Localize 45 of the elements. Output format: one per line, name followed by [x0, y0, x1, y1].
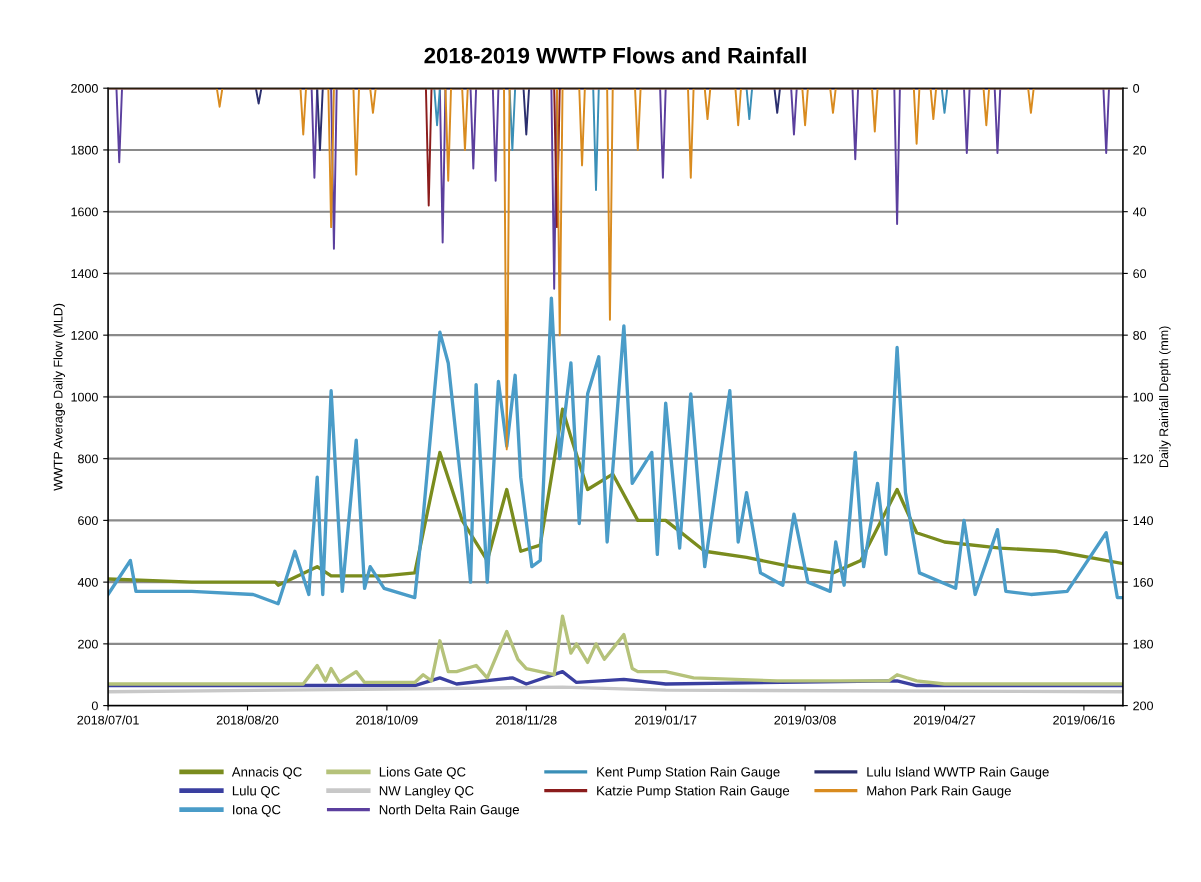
legend-label: Lulu Island WWTP Rain Gauge [867, 766, 1049, 780]
legend-label: Lions Gate QC [379, 766, 466, 779]
y-tick-label: 0 [91, 701, 98, 711]
y2-tick-label: 200 [1133, 701, 1154, 711]
legend-label: Iona QC [233, 805, 281, 817]
y-tick-label: 1200 [71, 330, 98, 340]
y2-tick-label: 0 [1133, 84, 1140, 93]
y-tick-label: 200 [78, 639, 98, 649]
x-tick-label: 2018/11/28 [496, 715, 557, 725]
y-tick-label: 2000 [71, 84, 98, 93]
legend-label: Mahon Park Rain Gauge [867, 785, 1011, 799]
y2-tick-label: 140 [1133, 516, 1154, 526]
y2-tick-label: 40 [1132, 207, 1147, 217]
chart-title: 2018-2019 WWTP Flows and Rainfall [424, 47, 806, 64]
legend-label: Katzie Pump Station Rain Gauge [597, 785, 790, 799]
x-tick-label: 2019/01/17 [635, 715, 697, 725]
legend-label: NW Langley QC [379, 785, 474, 799]
y-tick-label: 1400 [71, 269, 98, 279]
y-tick-label: 1800 [71, 145, 98, 155]
y-tick-label: 800 [78, 454, 98, 464]
x-tick-label: 2018/07/01 [77, 715, 139, 725]
legend-label: Kent Pump Station Rain Gauge [597, 766, 780, 780]
y-tick-label: 600 [78, 516, 98, 526]
legend-label: North Delta Rain Gauge [379, 804, 519, 817]
y2-tick-label: 20 [1133, 145, 1147, 155]
y-tick-label: 1600 [71, 207, 98, 217]
x-tick-label: 2018/08/20 [216, 715, 279, 725]
legend-label: Lulu QC [232, 785, 280, 798]
x-tick-label: 2019/06/16 [1053, 715, 1115, 725]
y2-tick-label: 160 [1133, 577, 1154, 587]
y-tick-label: 400 [77, 577, 98, 587]
y2-tick-label: 120 [1133, 454, 1154, 464]
y2-tick-label: 80 [1133, 330, 1147, 340]
x-tick-label: 2018/10/09 [356, 715, 418, 725]
x-tick-label: 2019/04/27 [913, 715, 976, 725]
y-axis-title: WWTP Average Daily Flow (MLD) [53, 303, 66, 491]
y2-axis-title: Daily Rainfall Depth (mm) [1159, 326, 1171, 468]
y-tick-label: 1000 [71, 392, 98, 402]
y2-tick-label: 100 [1133, 392, 1154, 402]
x-tick-label: 2019/03/08 [774, 715, 836, 725]
y2-tick-label: 180 [1133, 639, 1154, 649]
legend-label: Annacis QC [231, 766, 302, 779]
y2-tick-label: 60 [1133, 269, 1147, 279]
line-series [108, 614, 1123, 686]
line-series [108, 296, 1123, 606]
